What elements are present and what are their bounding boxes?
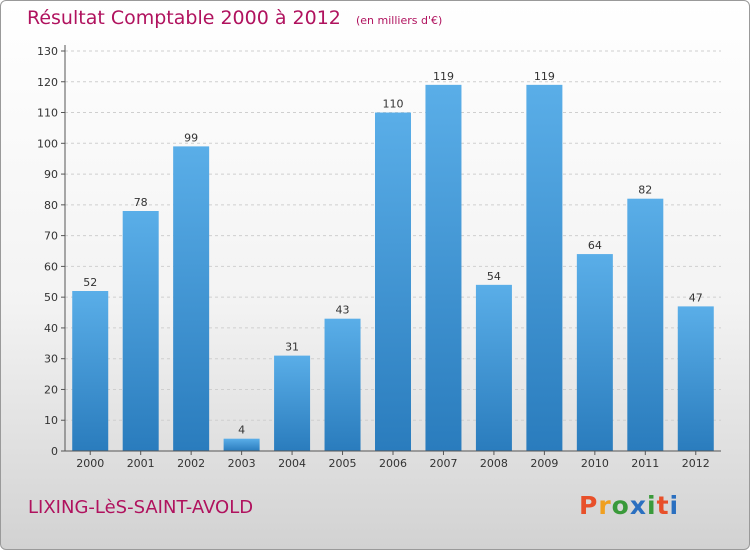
commune-name: LIXING-LèS-SAINT-AVOLD xyxy=(28,497,254,518)
x-tick-label-2001: 2001 xyxy=(127,457,155,470)
y-tick-label: 110 xyxy=(37,107,58,120)
y-tick-label: 60 xyxy=(44,260,58,273)
bar-2002 xyxy=(173,146,210,451)
bars xyxy=(72,84,714,452)
y-tick-label: 100 xyxy=(37,137,58,150)
x-tick-label-2009: 2009 xyxy=(530,457,558,470)
labels: 0 10 20 30 40 50 60 70 80 90 100 110 120 130 52 2000 78 2… xyxy=(37,45,710,470)
x-tick-label-2008: 2008 xyxy=(480,457,508,470)
x-tick-label-2011: 2011 xyxy=(631,457,659,470)
y-tick-label: 90 xyxy=(44,168,58,181)
bar-2000 xyxy=(72,291,109,451)
chart-subtitle: (en milliers d'€) xyxy=(355,14,443,27)
data-label-2008: 54 xyxy=(487,270,501,283)
x-tick-label-2000: 2000 xyxy=(76,457,104,470)
x-tick-label-2010: 2010 xyxy=(581,457,609,470)
data-label-2012: 47 xyxy=(689,291,703,304)
y-tick-label: 20 xyxy=(44,383,58,396)
logo-letter: P xyxy=(579,491,599,520)
y-tick-label: 80 xyxy=(44,199,58,212)
bar-2007 xyxy=(425,84,462,451)
axes xyxy=(61,45,721,455)
data-label-2003: 4 xyxy=(238,424,245,437)
x-tick-label-2004: 2004 xyxy=(278,457,306,470)
y-tick-label: 120 xyxy=(37,76,58,89)
y-tick-label: 70 xyxy=(44,230,58,243)
data-label-2007: 119 xyxy=(433,70,454,83)
y-tick-label: 130 xyxy=(37,45,58,58)
x-tick-label-2005: 2005 xyxy=(329,457,357,470)
bar-2003 xyxy=(223,438,260,451)
logo-letter: r xyxy=(598,491,612,520)
data-label-2011: 82 xyxy=(638,184,652,197)
bar-2012 xyxy=(677,306,714,451)
chart-title: Résultat Comptable 2000 à 2012 xyxy=(27,7,341,29)
bar-2010 xyxy=(576,254,613,451)
data-label-2004: 31 xyxy=(285,341,299,354)
data-label-2006: 110 xyxy=(383,98,404,111)
y-tick-label: 10 xyxy=(44,414,58,427)
data-label-2000: 52 xyxy=(83,276,97,289)
logo-letter: i xyxy=(669,491,680,520)
bar-2011 xyxy=(627,198,664,451)
bar-2005 xyxy=(324,318,361,451)
bar-2008 xyxy=(475,284,512,451)
data-label-2009: 119 xyxy=(534,70,555,83)
logo-letter: o xyxy=(611,491,630,520)
x-tick-label-2007: 2007 xyxy=(429,457,457,470)
data-label-2005: 43 xyxy=(336,304,350,317)
title-row: Résultat Comptable 2000 à 2012 (en milli… xyxy=(27,7,442,29)
y-tick-label: 50 xyxy=(44,291,58,304)
logo-letter: x xyxy=(629,491,647,520)
x-tick-label-2002: 2002 xyxy=(177,457,205,470)
x-tick-label-2012: 2012 xyxy=(682,457,710,470)
y-tick-label: 40 xyxy=(44,322,58,335)
y-tick-label: 30 xyxy=(44,353,58,366)
logo-letter: t xyxy=(656,491,670,520)
data-label-2002: 99 xyxy=(184,131,198,144)
bar-2004 xyxy=(274,355,311,451)
y-tick-label: 0 xyxy=(51,445,58,458)
proxiti-logo: Proxiti xyxy=(579,491,679,520)
logo-letter: i xyxy=(647,491,657,520)
bar-2006 xyxy=(375,112,411,452)
x-tick-label-2006: 2006 xyxy=(379,457,407,470)
data-label-2010: 64 xyxy=(588,239,602,252)
data-label-2001: 78 xyxy=(134,196,148,209)
x-tick-label-2003: 2003 xyxy=(228,457,256,470)
bar-2001 xyxy=(122,211,159,451)
bar-2009 xyxy=(526,84,563,451)
